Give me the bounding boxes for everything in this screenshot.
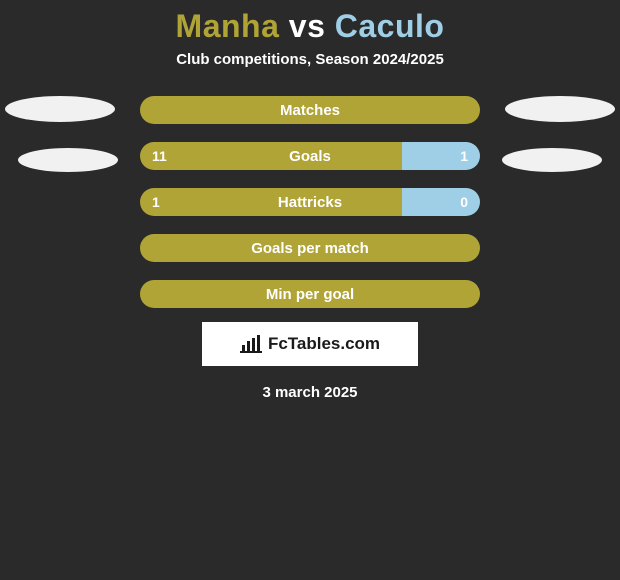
stat-label: Matches xyxy=(280,102,340,119)
player2-silhouette-bottom xyxy=(502,148,602,172)
stat-value-right: 1 xyxy=(460,148,468,164)
page-title: Manha vs Caculo xyxy=(176,8,445,45)
stat-bar-left xyxy=(140,142,402,170)
brand-text: FcTables.com xyxy=(268,334,380,354)
stat-label: Min per goal xyxy=(266,286,354,303)
stat-bar-right xyxy=(402,188,480,216)
stat-label: Hattricks xyxy=(278,194,342,211)
player1-silhouette-top xyxy=(5,96,115,122)
date-text: 3 march 2025 xyxy=(262,384,357,401)
stat-value-left: 11 xyxy=(152,148,167,164)
stat-value-right: 0 xyxy=(460,194,468,210)
stat-row: 1 0 Hattricks xyxy=(140,188,480,216)
brand-box: FcTables.com xyxy=(202,322,418,366)
stats-rows: Matches111Goals10HattricksGoals per matc… xyxy=(140,96,480,308)
stat-bar-right xyxy=(402,142,480,170)
stat-value-left: 1 xyxy=(152,194,160,210)
stat-bar-left xyxy=(140,188,402,216)
infographic-container: Manha vs Caculo Club competitions, Seaso… xyxy=(0,0,620,401)
subtitle: Club competitions, Season 2024/2025 xyxy=(176,51,444,68)
vs-text: vs xyxy=(289,8,326,44)
stat-row: Goals per match xyxy=(140,234,480,262)
stat-row: Matches xyxy=(140,96,480,124)
stats-area: Matches111Goals10HattricksGoals per matc… xyxy=(0,96,620,308)
bar-chart-icon xyxy=(240,335,262,353)
stat-label: Goals xyxy=(289,148,331,165)
player1-name: Manha xyxy=(176,8,280,44)
player2-silhouette-top xyxy=(505,96,615,122)
player1-silhouette-bottom xyxy=(18,148,118,172)
stat-row: Min per goal xyxy=(140,280,480,308)
stat-row: 111Goals xyxy=(140,142,480,170)
stat-label: Goals per match xyxy=(251,240,369,257)
player2-name: Caculo xyxy=(335,8,445,44)
